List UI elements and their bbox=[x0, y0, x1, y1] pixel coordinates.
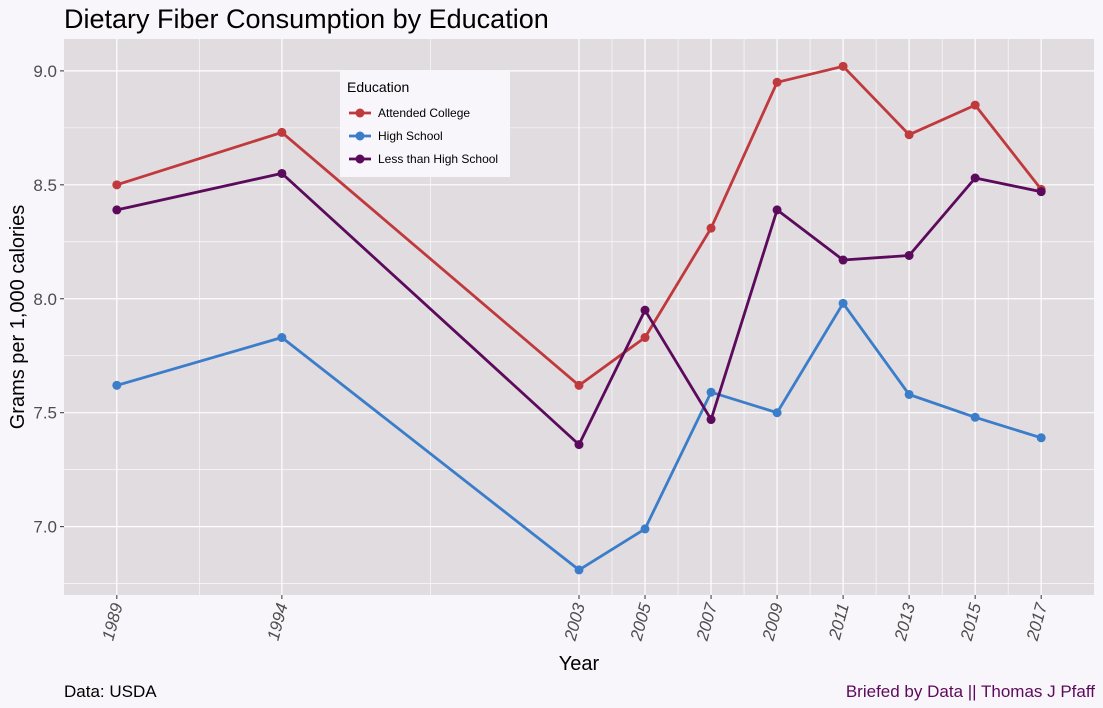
legend-label: High School bbox=[378, 129, 443, 143]
x-tick-label: 2017 bbox=[1023, 601, 1052, 644]
x-tick-label: 2009 bbox=[759, 601, 788, 644]
data-point bbox=[112, 380, 122, 390]
data-point bbox=[838, 61, 848, 71]
data-point bbox=[838, 255, 848, 265]
series-lines bbox=[112, 61, 1046, 575]
credit-caption: Briefed by Data || Thomas J Pfaff bbox=[845, 682, 1095, 701]
x-tick-label: 2013 bbox=[891, 601, 920, 644]
series-less-than-high-school bbox=[112, 168, 1046, 450]
data-point bbox=[1036, 433, 1046, 443]
y-tick-label: 8.5 bbox=[33, 176, 57, 195]
data-point bbox=[772, 408, 782, 418]
data-point bbox=[277, 333, 287, 343]
data-point bbox=[772, 205, 782, 215]
data-point bbox=[112, 205, 122, 215]
data-point bbox=[640, 333, 650, 343]
x-tick-label: 2003 bbox=[560, 601, 589, 644]
chart-title: Dietary Fiber Consumption by Education bbox=[64, 4, 549, 34]
y-tick-label: 9.0 bbox=[33, 62, 57, 81]
y-axis-title: Grams per 1,000 calories bbox=[7, 205, 29, 430]
legend-key-point bbox=[355, 108, 365, 118]
series-line bbox=[116, 64, 1043, 387]
data-point bbox=[277, 168, 287, 178]
data-point bbox=[112, 180, 122, 190]
data-point bbox=[904, 130, 914, 140]
series-line bbox=[116, 171, 1042, 447]
legend-label: Less than High School bbox=[378, 152, 498, 166]
data-point bbox=[574, 565, 584, 575]
data-point bbox=[706, 415, 716, 425]
x-tick-label: 2007 bbox=[693, 601, 722, 644]
legend-item: High School bbox=[349, 129, 443, 143]
data-point bbox=[970, 412, 980, 422]
data-point bbox=[970, 173, 980, 183]
x-tick-label: 1994 bbox=[264, 601, 292, 642]
gridlines bbox=[64, 39, 1094, 595]
data-point bbox=[640, 524, 650, 534]
legend-title: Education bbox=[347, 79, 409, 95]
data-point bbox=[706, 387, 716, 397]
x-tick-label: 2011 bbox=[825, 601, 853, 642]
x-tick-label: 1989 bbox=[99, 601, 127, 643]
data-point bbox=[970, 100, 980, 110]
data-point bbox=[904, 389, 914, 399]
legend: Education Attended College High School Less… bbox=[340, 70, 510, 177]
x-tick-label: 2015 bbox=[957, 601, 986, 644]
data-point bbox=[772, 77, 782, 87]
data-point bbox=[574, 380, 584, 390]
x-axis-title: Year bbox=[559, 653, 600, 675]
data-point bbox=[574, 440, 584, 450]
data-point bbox=[277, 127, 287, 137]
legend-key-point bbox=[355, 131, 365, 141]
y-tick-label: 8.0 bbox=[33, 290, 57, 309]
y-tick-label: 7.5 bbox=[33, 404, 57, 423]
data-point bbox=[706, 223, 716, 233]
legend-item: Attended College bbox=[349, 106, 470, 120]
legend-item: Less than High School bbox=[349, 152, 498, 166]
x-tick-label: 2005 bbox=[626, 601, 655, 644]
data-point bbox=[640, 305, 650, 315]
data-point bbox=[904, 250, 914, 260]
legend-label: Attended College bbox=[378, 106, 470, 120]
y-tick-label: 7.0 bbox=[33, 518, 57, 537]
series-line bbox=[116, 301, 1042, 572]
data-point bbox=[1036, 187, 1046, 197]
legend-key-point bbox=[355, 154, 365, 164]
data-point bbox=[838, 298, 848, 308]
series-high-school bbox=[112, 298, 1046, 575]
data-source-caption: Data: USDA bbox=[64, 682, 157, 701]
series-attended-college bbox=[112, 61, 1046, 390]
